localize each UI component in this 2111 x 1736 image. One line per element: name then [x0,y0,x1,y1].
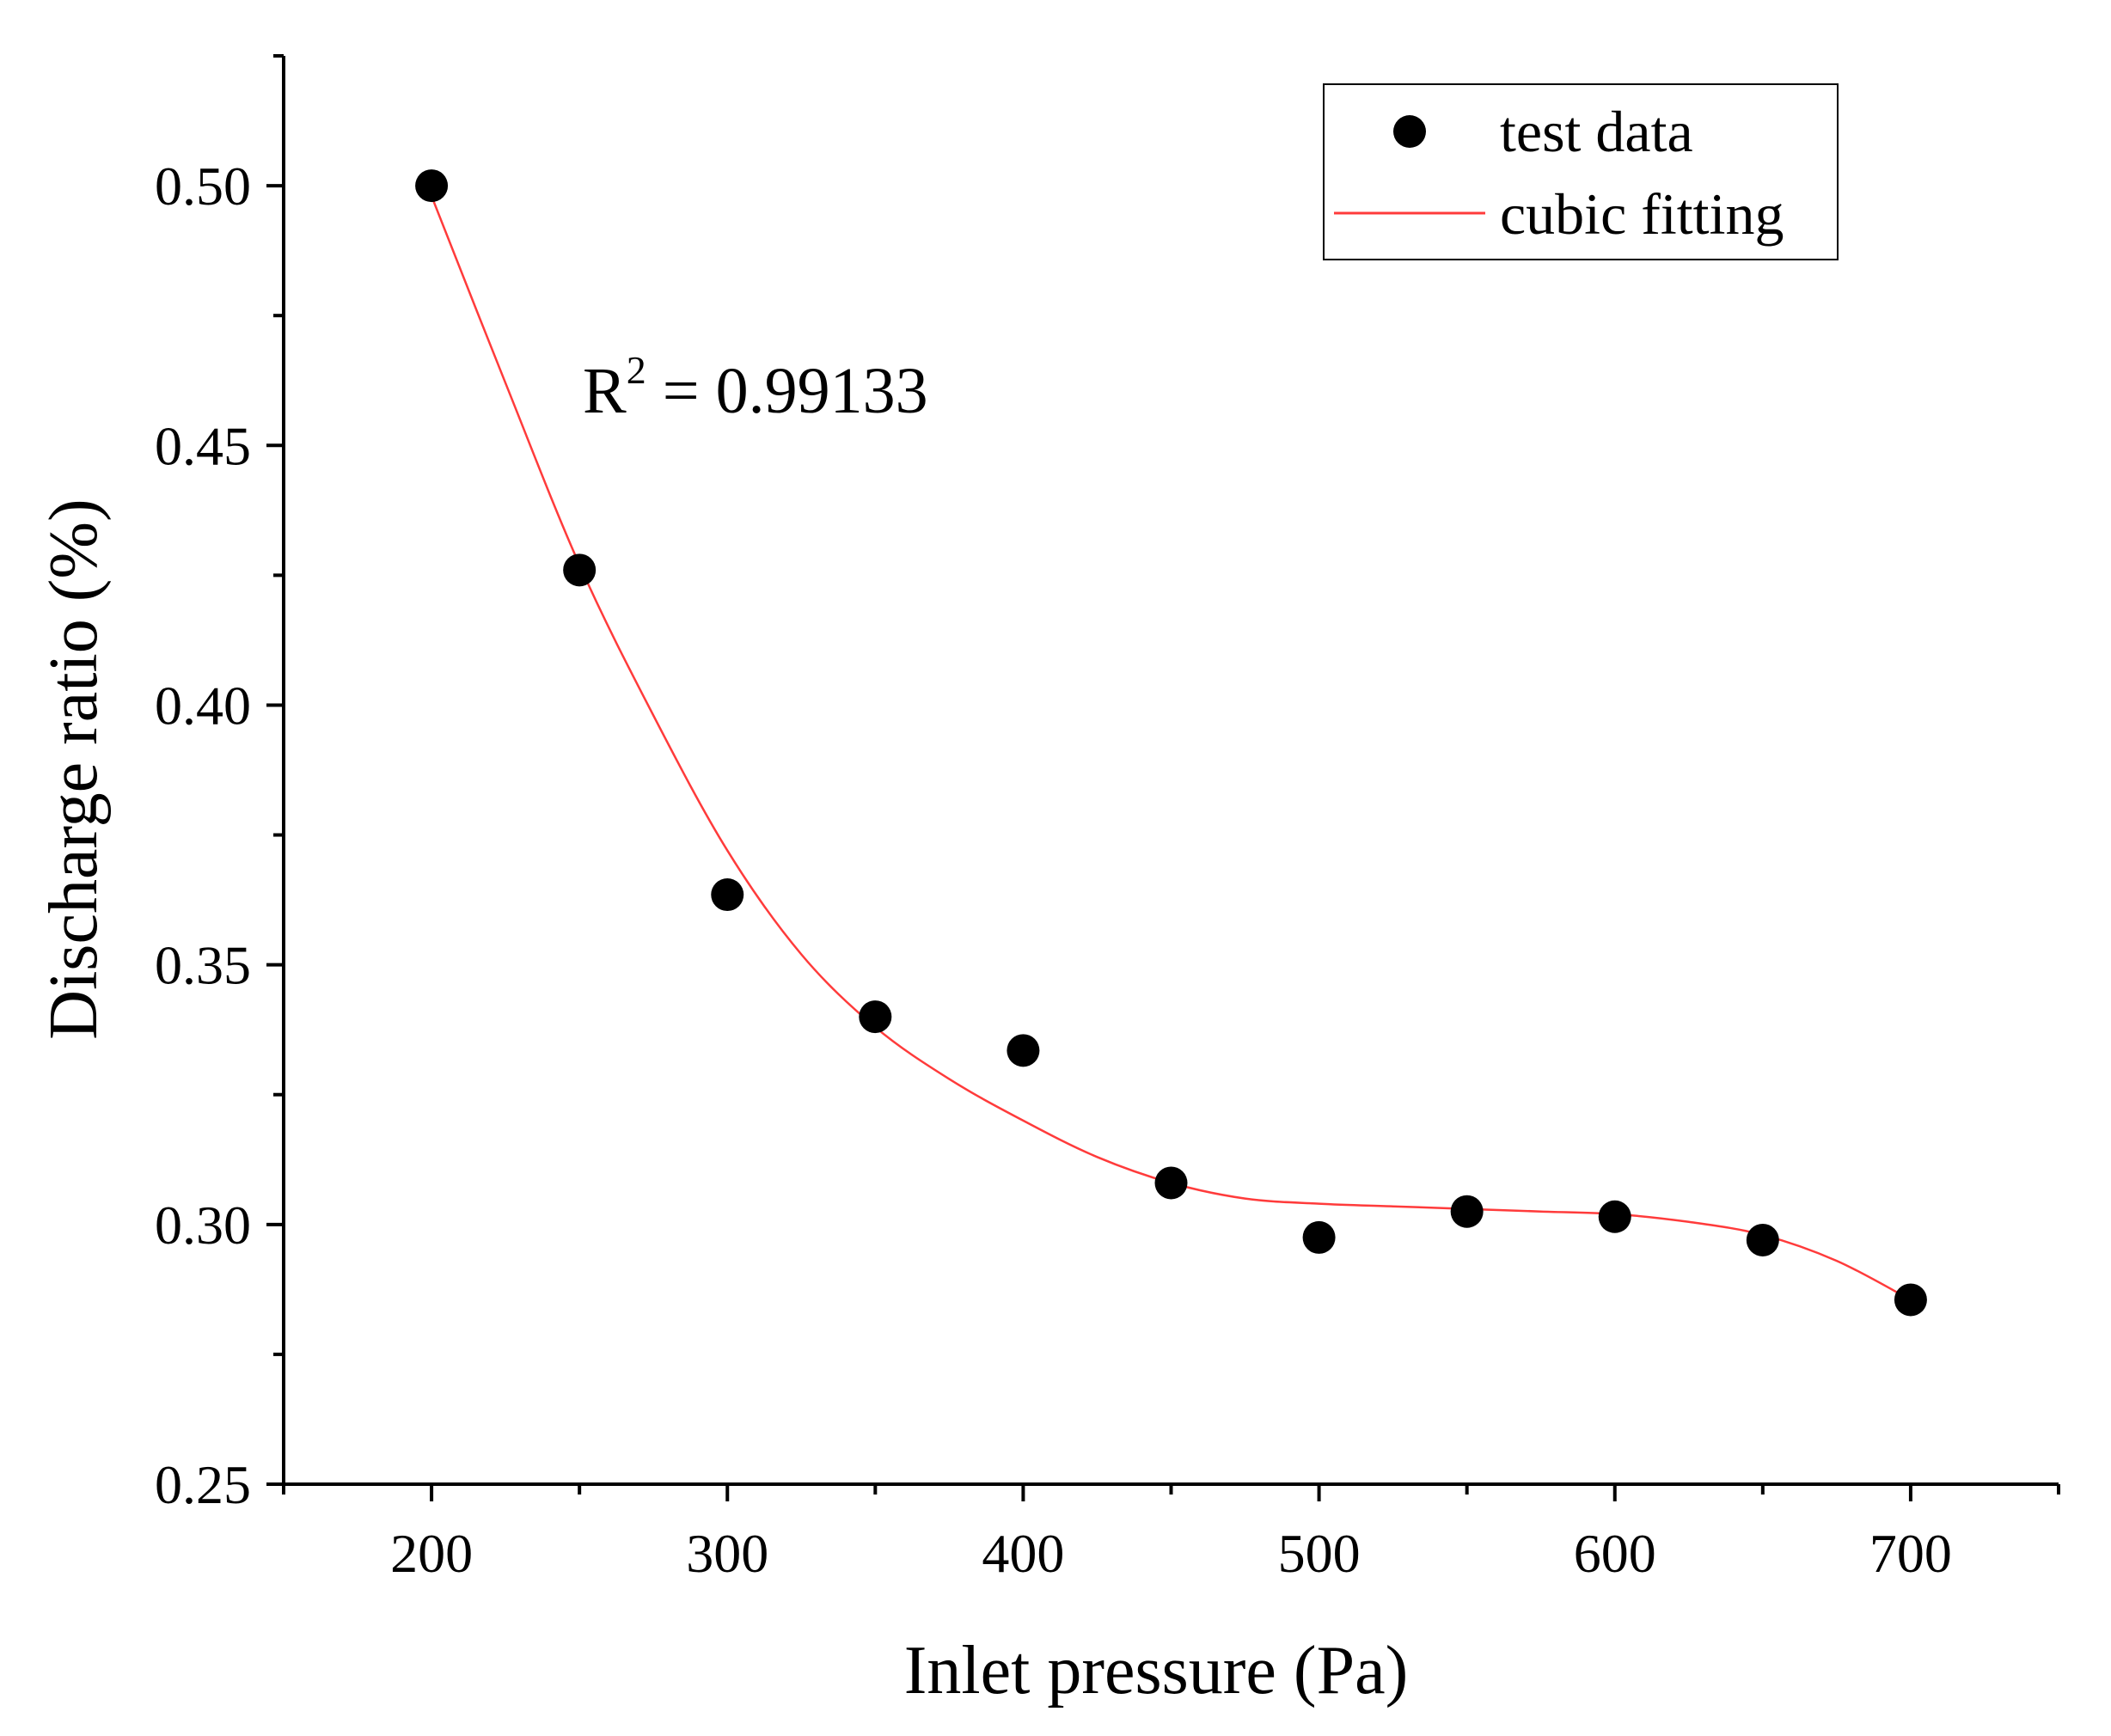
y-tick-label: 0.25 [155,1454,251,1515]
y-tick-label: 0.40 [155,675,251,736]
test-data-point [1007,1034,1040,1067]
points-layer [415,169,1927,1317]
r-squared-annotation: R2 = 0.99133 [583,348,928,427]
test-data-point [711,878,744,912]
r-squared-base: R [583,355,627,427]
test-data-point [1746,1223,1779,1256]
test-data-point [415,169,449,203]
test-data-point [1154,1166,1188,1200]
x-axis-title: Inlet pressure (Pa) [904,1633,1408,1708]
x-tick-label: 400 [982,1523,1064,1584]
test-data-point [859,1000,892,1034]
r-squared-value: = 0.99133 [646,355,928,427]
y-tick-label: 0.35 [155,935,251,996]
test-data-point [1894,1283,1927,1317]
test-data-point [1598,1200,1631,1233]
y-tick-label: 0.50 [155,156,251,217]
x-tick-label: 500 [1278,1523,1361,1584]
test-data-point [1450,1195,1484,1228]
y-axis-title: Discharge ratio (%) [36,498,112,1039]
test-data-point [563,553,597,587]
legend-test-data-marker [1393,115,1426,148]
legend-test-data-label: test data [1500,99,1693,164]
legend-box [1323,83,1839,260]
ticks: 200 300 400 500 600 700 0.25 0.30 0.35 0.40 0.45 0.… [155,54,2060,1584]
x-tick-label: 200 [390,1523,473,1584]
legend: test data cubic fitting [1323,83,1839,260]
y-tick-label: 0.30 [155,1195,251,1256]
r-squared-superscript: 2 [627,348,646,392]
test-data-point [1302,1220,1336,1254]
axes [282,56,2059,1486]
x-tick-label: 700 [1869,1523,1952,1584]
y-tick-label: 0.45 [155,415,251,476]
x-tick-label: 300 [686,1523,768,1584]
cubic-fitting-line [430,195,1912,1301]
fit-layer [430,195,1912,1301]
legend-cubic-fitting-label: cubic fitting [1500,181,1784,247]
x-tick-label: 600 [1574,1523,1656,1584]
